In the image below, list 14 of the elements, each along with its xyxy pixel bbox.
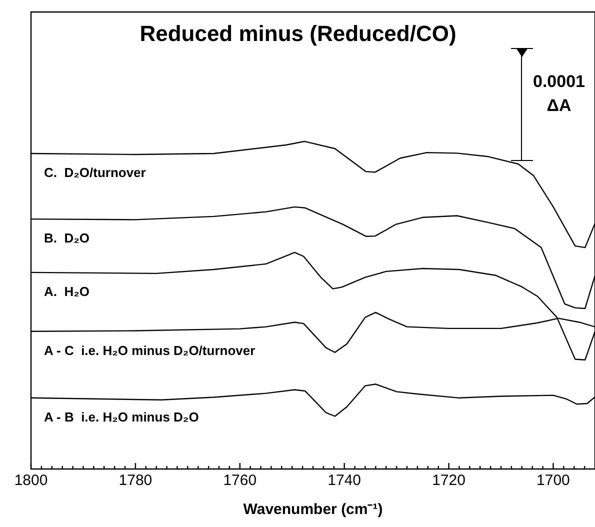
- text: 0.0001 ΔA: [533, 71, 585, 117]
- series-label: B. D₂O: [44, 230, 90, 246]
- x-tick-label: 1700: [536, 472, 570, 490]
- x-tick-label: 1760: [223, 472, 257, 490]
- series-label: A - C i.e. H₂O minus D₂O/turnover: [44, 342, 256, 358]
- chart-title: Reduced minus (Reduced/CO): [140, 21, 456, 46]
- x-tick-label: 1720: [432, 472, 466, 490]
- x-tick-label: 1800: [14, 472, 48, 490]
- x-axis-title: Wavenumber (cm⁻¹): [243, 501, 383, 518]
- x-tick-label: 1740: [328, 472, 362, 490]
- series-label: A - B i.e. H₂O minus D₂O: [44, 409, 199, 424]
- x-tick-label: 1780: [118, 472, 152, 490]
- series-label: C. D₂O/turnover: [44, 165, 146, 180]
- series-label: A. H₂O: [44, 284, 90, 300]
